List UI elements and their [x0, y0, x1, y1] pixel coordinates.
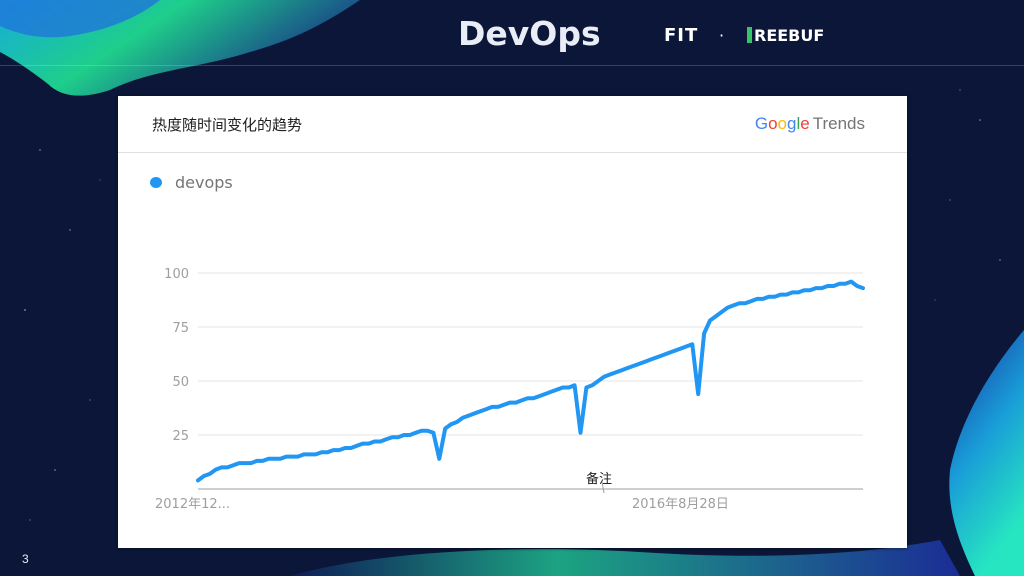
card-title: 热度随时间变化的趋势 [152, 116, 303, 134]
freebuf-logo-mark [747, 27, 752, 43]
right-aurora [949, 330, 1024, 576]
slide-title: DevOps [458, 14, 601, 53]
legend-label-devops: devops [175, 173, 233, 192]
header-divider [0, 65, 1024, 66]
page-number: 3 [22, 552, 29, 566]
logo-separator: · [719, 26, 725, 45]
freebuf-logo-text: REEBUF [754, 26, 825, 45]
y-tick-label-75: 75 [172, 321, 189, 336]
card-header: 热度随时间变化的趋势 Google Trends [118, 96, 907, 153]
annotation-label: 备注 [586, 472, 613, 487]
y-tick-label-50: 50 [172, 375, 189, 390]
series-line-devops [196, 279, 865, 483]
y-tick-label-100: 100 [164, 267, 189, 282]
legend-marker-devops [150, 177, 162, 188]
google-trends-card: 热度随时间变化的趋势 Google Trends devops 25 50 75 100… [118, 96, 907, 548]
freebuf-logo: REEBUF [747, 24, 824, 48]
trend-chart: 25 50 75 100 [164, 267, 865, 494]
annotation-pointer [601, 481, 605, 494]
bottom-aurora [290, 540, 960, 576]
x-tick-label-mid: 2016年8月28日 [632, 497, 729, 512]
google-trends-logo: Google Trends [754, 114, 865, 133]
y-tick-label-25: 25 [172, 429, 189, 444]
fit-logo: FIT [664, 25, 699, 46]
x-tick-label-start: 2012年12... [155, 497, 231, 512]
